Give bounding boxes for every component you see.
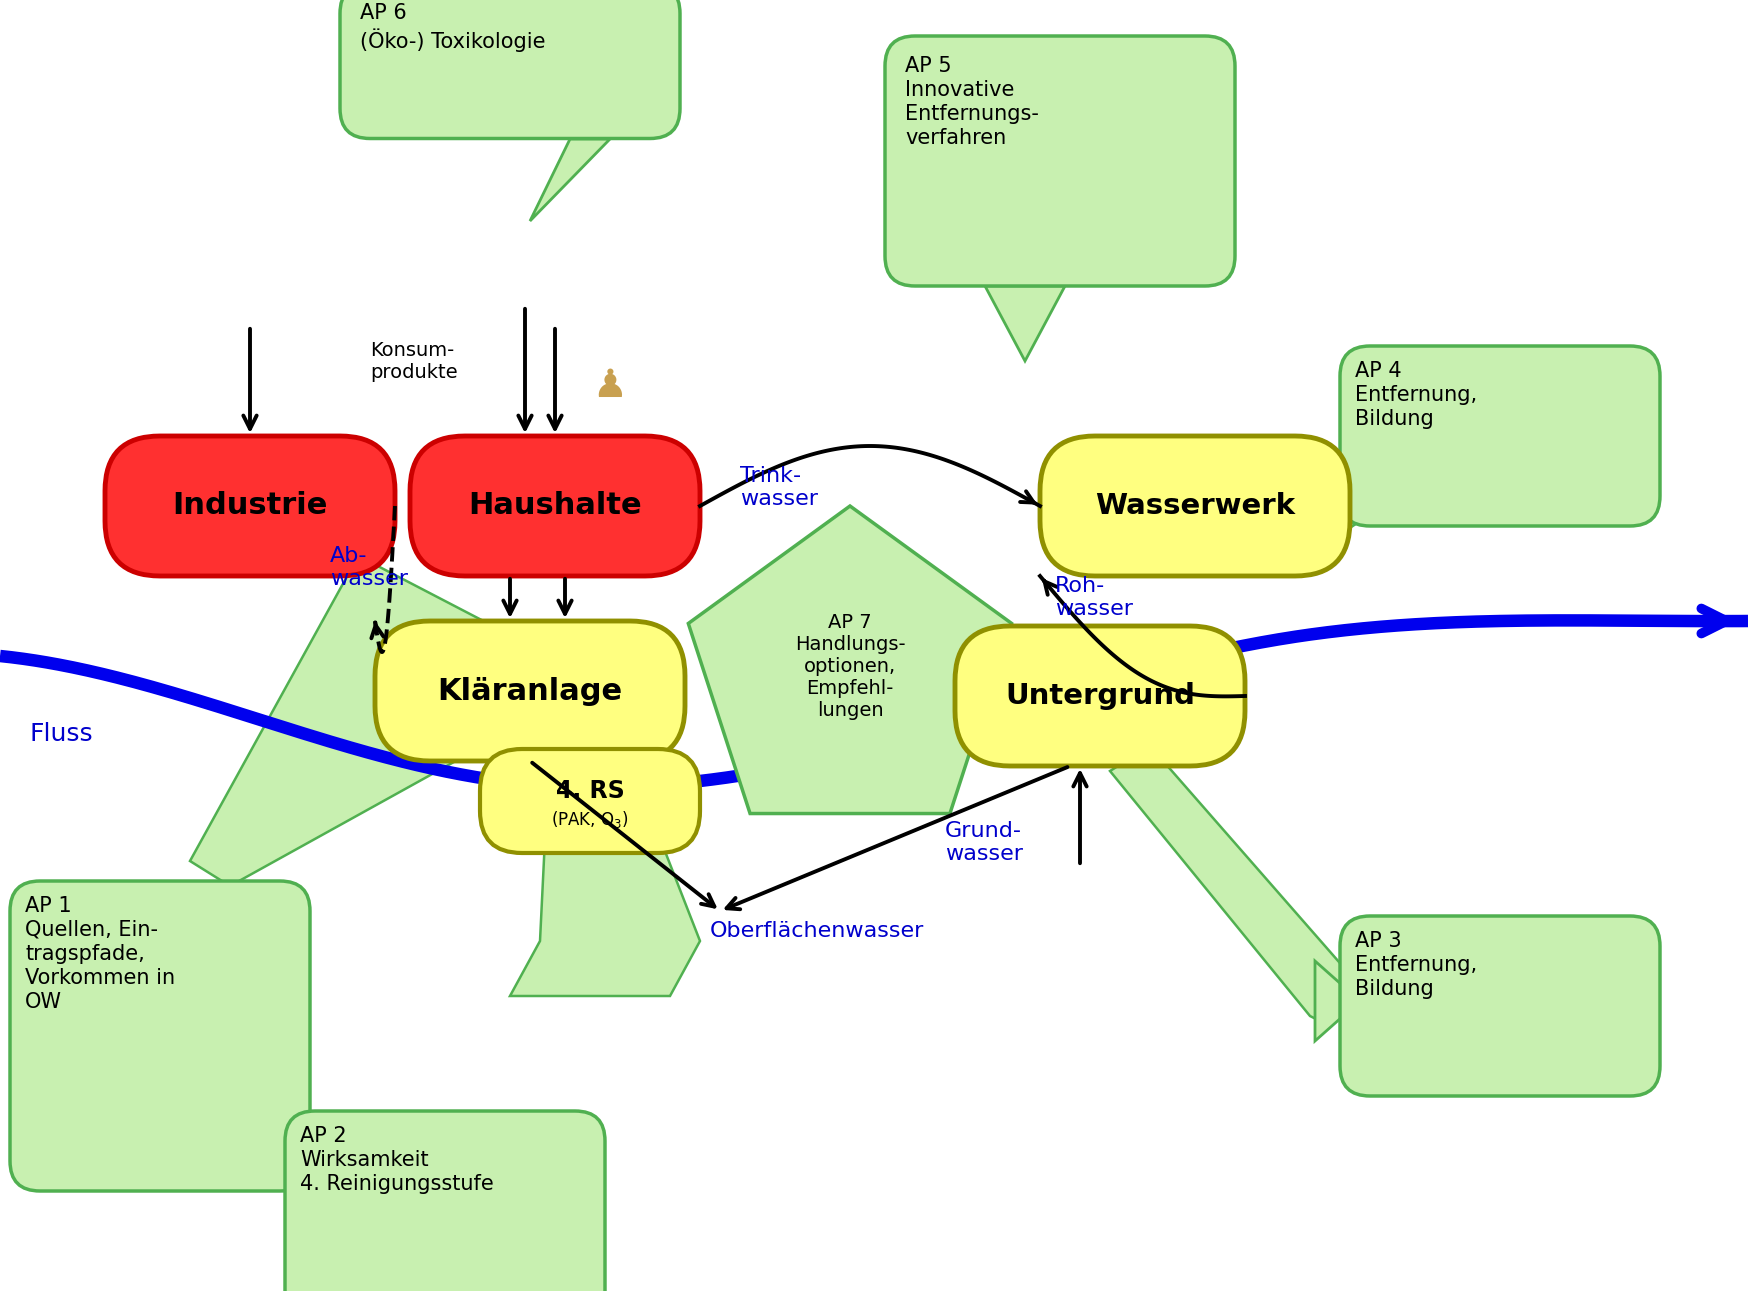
- Text: Haushalte: Haushalte: [468, 492, 642, 520]
- Text: AP 7
Handlungs-
optionen,
Empfehl-
lungen: AP 7 Handlungs- optionen, Empfehl- lunge…: [795, 612, 905, 719]
- Polygon shape: [191, 536, 570, 886]
- Text: Industrie: Industrie: [173, 492, 327, 520]
- Polygon shape: [689, 506, 1012, 813]
- FancyBboxPatch shape: [1341, 346, 1661, 525]
- Text: AP 2
Wirksamkeit
4. Reinigungsstufe: AP 2 Wirksamkeit 4. Reinigungsstufe: [301, 1126, 493, 1194]
- Text: Wasserwerk: Wasserwerk: [1094, 492, 1295, 520]
- FancyBboxPatch shape: [884, 36, 1236, 287]
- Text: AP 4
Entfernung,
Bildung: AP 4 Entfernung, Bildung: [1355, 361, 1477, 429]
- Text: AP 6
(Öko-) Toxikologie: AP 6 (Öko-) Toxikologie: [360, 4, 545, 52]
- Text: Fluss: Fluss: [30, 722, 94, 746]
- Polygon shape: [1314, 961, 1360, 1041]
- Text: Kläranlage: Kläranlage: [437, 676, 622, 705]
- Text: AP 3
Entfernung,
Bildung: AP 3 Entfernung, Bildung: [1355, 931, 1477, 999]
- Polygon shape: [530, 139, 610, 221]
- Polygon shape: [986, 287, 1065, 361]
- Text: Trink-
wasser: Trink- wasser: [739, 466, 818, 509]
- Text: ♟: ♟: [593, 367, 628, 405]
- FancyBboxPatch shape: [341, 0, 680, 138]
- Text: Oberflächenwasser: Oberflächenwasser: [710, 920, 925, 941]
- FancyBboxPatch shape: [105, 436, 395, 576]
- Text: Untergrund: Untergrund: [1005, 682, 1196, 710]
- FancyBboxPatch shape: [481, 749, 699, 853]
- FancyBboxPatch shape: [285, 1112, 605, 1291]
- FancyBboxPatch shape: [1040, 436, 1349, 576]
- Polygon shape: [1110, 746, 1360, 1026]
- Polygon shape: [510, 736, 699, 995]
- FancyBboxPatch shape: [376, 621, 685, 760]
- FancyBboxPatch shape: [954, 626, 1245, 766]
- Text: AP 1
Quellen, Ein-
tragspfade,
Vorkommen in
OW: AP 1 Quellen, Ein- tragspfade, Vorkommen…: [24, 896, 175, 1012]
- Text: Ab-
wasser: Ab- wasser: [330, 546, 407, 589]
- Text: Konsum-
produkte: Konsum- produkte: [371, 341, 458, 382]
- Text: 4. RS: 4. RS: [556, 778, 624, 803]
- Text: Roh-
wasser: Roh- wasser: [1056, 576, 1133, 620]
- FancyBboxPatch shape: [1341, 917, 1661, 1096]
- Text: (PAK, O$_3$): (PAK, O$_3$): [551, 808, 629, 830]
- Text: Grund-
wasser: Grund- wasser: [946, 821, 1023, 864]
- FancyBboxPatch shape: [10, 880, 309, 1192]
- Polygon shape: [1314, 482, 1360, 551]
- FancyBboxPatch shape: [411, 436, 699, 576]
- Text: AP 5
Innovative
Entfernungs-
verfahren: AP 5 Innovative Entfernungs- verfahren: [905, 56, 1038, 148]
